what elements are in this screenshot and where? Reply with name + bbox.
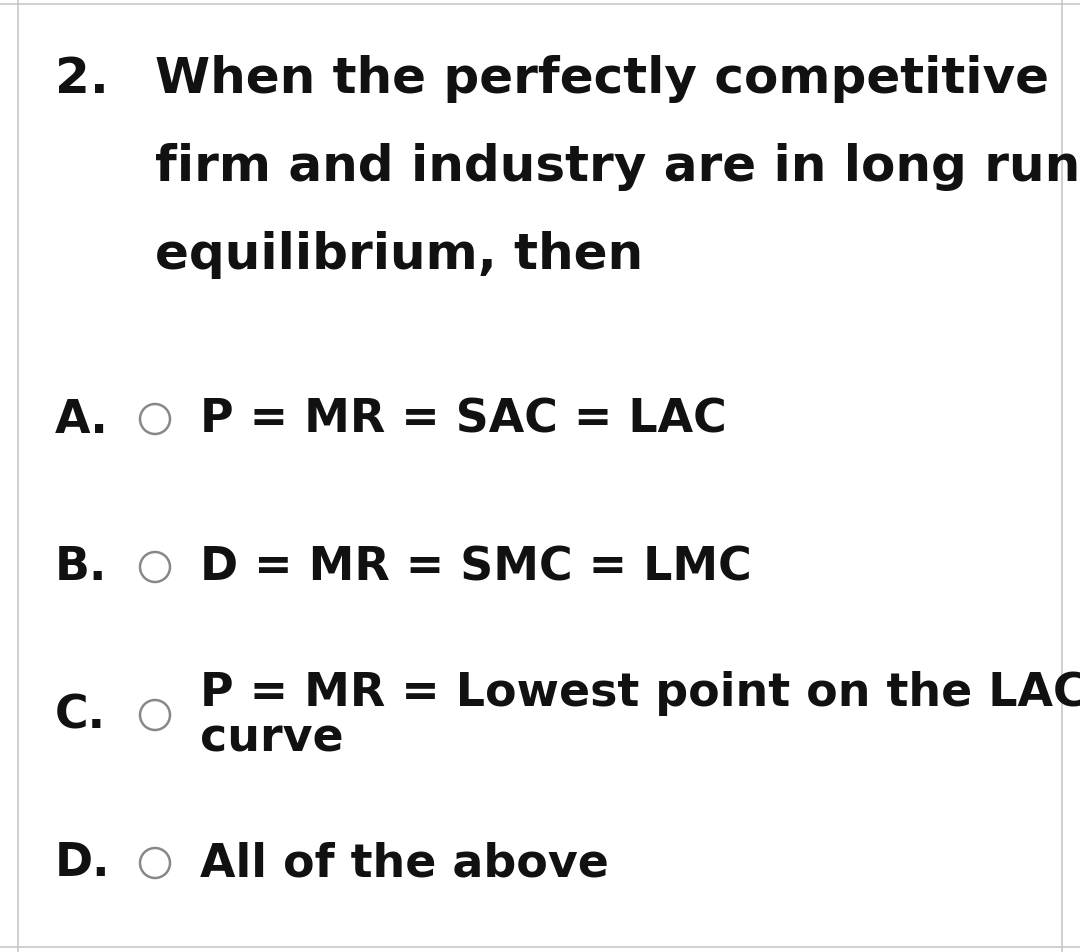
Circle shape xyxy=(140,552,170,583)
Circle shape xyxy=(140,405,170,434)
Text: All of the above: All of the above xyxy=(200,841,609,885)
Text: P = MR = Lowest point on the LAC: P = MR = Lowest point on the LAC xyxy=(200,670,1080,715)
Circle shape xyxy=(140,701,170,730)
Text: P = MR = SAC = LAC: P = MR = SAC = LAC xyxy=(200,397,727,442)
Text: A.: A. xyxy=(55,397,109,442)
Text: curve: curve xyxy=(200,716,343,761)
Circle shape xyxy=(140,848,170,878)
Text: equilibrium, then: equilibrium, then xyxy=(156,230,643,279)
Text: C.: C. xyxy=(55,693,106,738)
Text: B.: B. xyxy=(55,545,107,590)
Text: D = MR = SMC = LMC: D = MR = SMC = LMC xyxy=(200,545,752,590)
Text: firm and industry are in long run: firm and industry are in long run xyxy=(156,143,1080,190)
Text: 2.: 2. xyxy=(55,55,109,103)
Text: When the perfectly competitive: When the perfectly competitive xyxy=(156,55,1049,103)
Text: D.: D. xyxy=(55,841,110,885)
